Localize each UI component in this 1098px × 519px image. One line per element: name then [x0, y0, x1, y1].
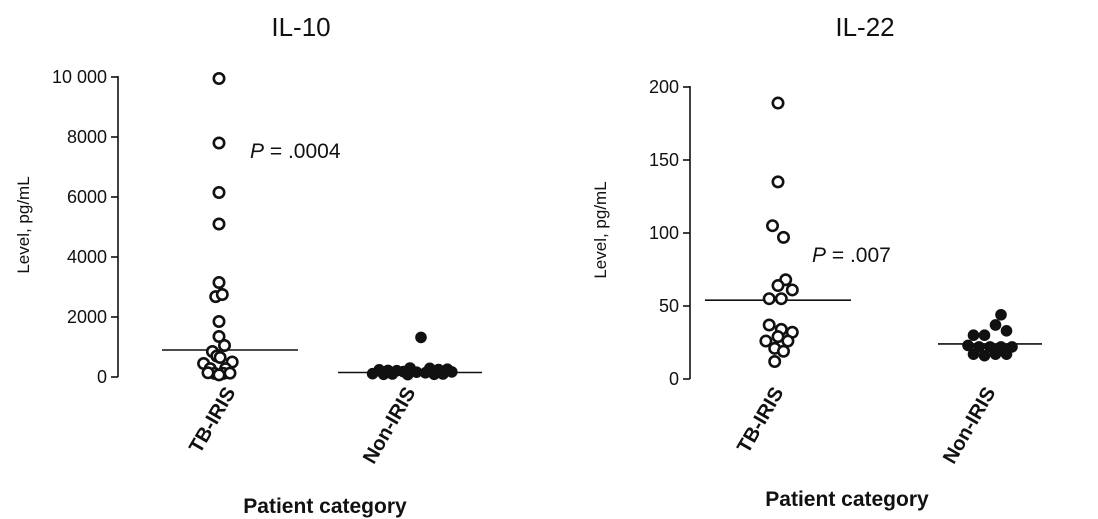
x-axis-label: Patient category	[243, 495, 407, 518]
data-point	[1000, 325, 1013, 337]
data-point	[212, 217, 226, 231]
p-value-text: = .007	[826, 244, 891, 267]
data-point	[218, 338, 232, 352]
data-point	[212, 72, 226, 86]
data-point	[771, 279, 785, 293]
y-axis-label: Level, pg/mL	[14, 176, 33, 273]
p-value-text: = .0004	[264, 140, 341, 163]
y-axis-label: Level, pg/mL	[591, 181, 610, 278]
data-point	[768, 354, 782, 368]
data-point	[212, 136, 226, 150]
y-tick-label: 0	[669, 369, 679, 389]
data-point	[445, 366, 458, 378]
plot-area: 0 50 100 150 200 TB-IRIS Non-IRIS	[649, 77, 1042, 468]
data-point	[212, 368, 226, 382]
data-point	[1000, 348, 1013, 360]
y-tick-label: 200	[649, 77, 679, 97]
y-tick-label: 8000	[67, 127, 107, 147]
y-tick-label: 150	[649, 150, 679, 170]
x-tick-label-tb-iris: TB-IRIS	[733, 384, 788, 458]
data-point	[386, 368, 399, 380]
data-point	[978, 329, 991, 341]
y-tick-label: 50	[659, 296, 679, 316]
data-point	[989, 348, 1002, 360]
data-point	[774, 292, 788, 306]
y-tick-label: 100	[649, 223, 679, 243]
data-point	[962, 339, 974, 352]
data-point	[967, 348, 980, 360]
data-point	[776, 344, 790, 358]
data-point	[212, 314, 226, 328]
data-point	[776, 230, 790, 244]
data-point	[978, 349, 991, 362]
p-value-annotation: P = .007	[812, 244, 891, 267]
p-value-symbol: P	[250, 140, 264, 163]
data-point	[765, 219, 779, 233]
data-point	[213, 350, 227, 364]
data-point	[762, 292, 776, 306]
data-point	[759, 334, 773, 348]
data-point	[366, 367, 379, 380]
data-point	[967, 329, 980, 341]
data-point	[762, 318, 776, 332]
data-point	[223, 366, 237, 380]
x-tick-label-non-iris: Non-IRIS	[939, 384, 1000, 468]
x-tick-label-tb-iris: TB-IRIS	[185, 384, 240, 458]
data-point	[215, 287, 229, 301]
y-tick-label: 10 000	[52, 67, 107, 87]
data-point	[415, 331, 427, 344]
y-tick-label: 2000	[67, 307, 107, 327]
y-tick-label: 6000	[67, 187, 107, 207]
p-value-annotation: P = .0004	[250, 140, 341, 163]
data-point	[212, 275, 226, 289]
panel-il-22: IL-22 Level, pg/mL Patient category P = …	[591, 12, 1042, 511]
chart-title: IL-22	[835, 12, 894, 42]
data-point	[212, 186, 226, 200]
data-point	[771, 96, 785, 110]
y-tick-label: 4000	[67, 247, 107, 267]
data-point	[781, 334, 795, 348]
x-tick-label-non-iris: Non-IRIS	[359, 384, 420, 468]
data-point	[201, 366, 215, 380]
p-value-symbol: P	[812, 244, 826, 267]
data-point	[995, 308, 1007, 321]
data-point	[212, 329, 226, 343]
data-point	[989, 319, 1002, 331]
x-axis-label: Patient category	[765, 488, 929, 511]
panel-il-10: IL-10 Level, pg/mL Patient category P = …	[14, 12, 482, 518]
data-point	[771, 175, 785, 189]
data-point	[785, 283, 799, 297]
y-tick-label: 0	[97, 367, 107, 387]
chart-title: IL-10	[271, 12, 330, 42]
plot-area: 0 2000 4000 6000 8000 10 000 TB-IRIS Non-IRIS	[52, 67, 482, 468]
data-point	[401, 368, 414, 381]
